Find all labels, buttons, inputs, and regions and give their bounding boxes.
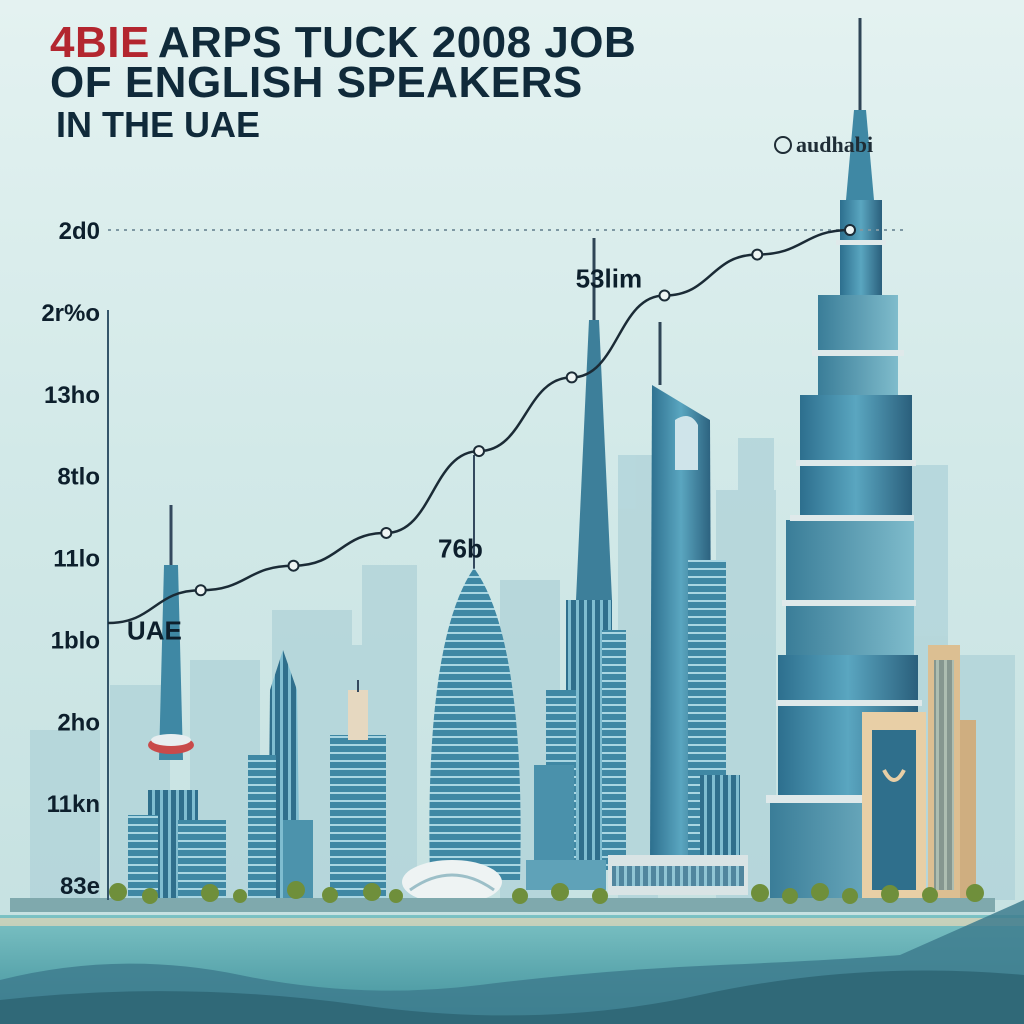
data-point xyxy=(844,224,856,236)
data-point xyxy=(658,289,671,302)
data-point xyxy=(287,559,300,572)
needle-tower xyxy=(526,238,626,890)
y-tick-label: 11kn xyxy=(47,791,100,818)
brand-logo: audhabi xyxy=(774,132,873,158)
y-tick-label: 11lo xyxy=(53,546,100,573)
shoreline xyxy=(10,898,995,912)
data-annotations: UAE 76b 53lim xyxy=(127,263,642,645)
y-tick-label: 2ho xyxy=(57,709,100,736)
data-point xyxy=(565,371,578,384)
left-towers xyxy=(248,650,386,900)
series-points xyxy=(194,224,856,597)
title-badge: 4BIE xyxy=(50,18,150,67)
data-point xyxy=(473,445,485,458)
data-label: UAE xyxy=(127,615,182,645)
low-building xyxy=(608,855,748,895)
tv-tower xyxy=(128,505,226,900)
y-tick-label: 8tlo xyxy=(57,464,100,491)
data-point xyxy=(194,584,207,597)
title-line-1-text: ARPS TUCK 2008 JOB xyxy=(157,18,637,67)
y-axis-ticks: 83e 11kn 2ho 1blo 11lo 8tlo 13ho 2r%o 2d0 xyxy=(41,218,100,900)
y-tick-label: 13ho xyxy=(44,382,100,409)
y-tick-label: 2r%o xyxy=(41,300,100,327)
palm-trees xyxy=(109,881,984,904)
brand-icon xyxy=(774,136,792,154)
right-beige-buildings xyxy=(862,645,976,900)
data-label: 53lim xyxy=(576,263,643,293)
data-point xyxy=(380,526,393,539)
data-label: 76b xyxy=(438,534,483,564)
chart-title-line-2: OF ENGLISH SPEAKERS xyxy=(50,58,583,107)
y-tick-label: 2d0 xyxy=(59,218,100,245)
chart-title-line-1: 4BIE ARPS TUCK 2008 JOB xyxy=(50,18,636,68)
chart-title-line-3: IN THE UAE xyxy=(56,104,261,145)
y-tick-label: 83e xyxy=(60,873,100,900)
data-point xyxy=(751,248,764,261)
brand-name: audhabi xyxy=(796,132,874,157)
arch-tower xyxy=(650,322,740,860)
y-tick-label: 1blo xyxy=(51,627,100,654)
curved-tower xyxy=(402,455,521,904)
